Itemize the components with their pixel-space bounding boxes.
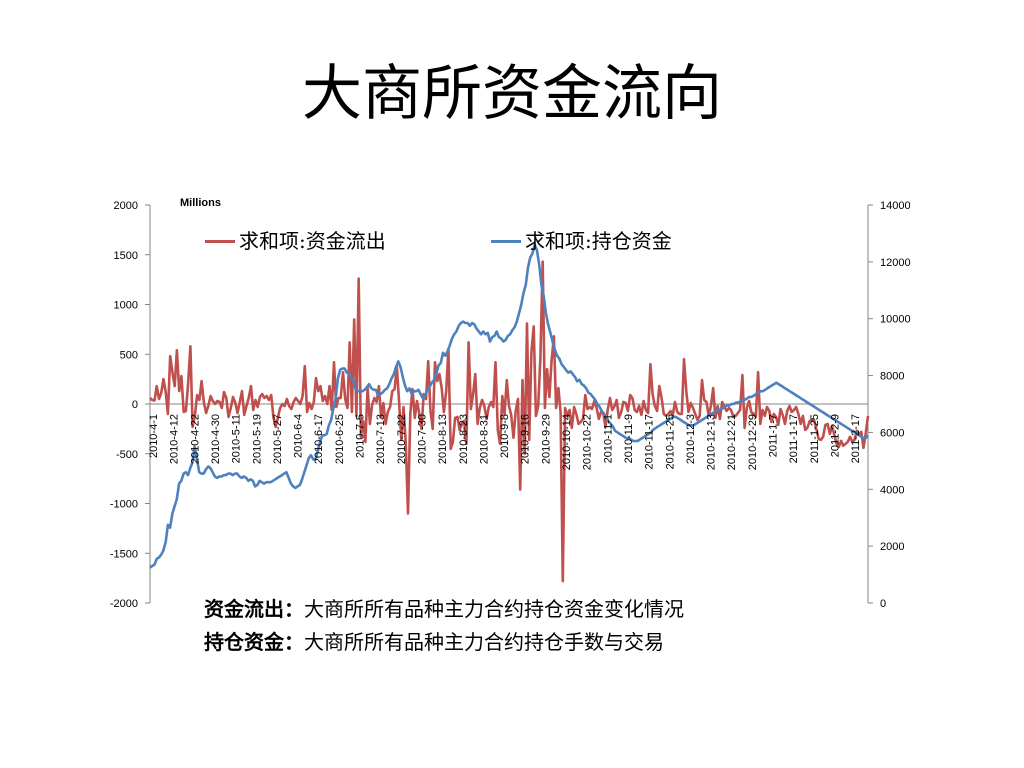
- x-axis-tick-label: 2010-5-11: [231, 414, 243, 463]
- x-axis-tick-label: 2010-11-25: [664, 414, 676, 469]
- x-axis-tick-label: 2010-11-9: [623, 414, 635, 463]
- legend-swatch-outflow: [205, 239, 235, 243]
- x-axis-tick-label: 2010-10-14: [561, 414, 573, 470]
- series-line-position-capital: [149, 243, 870, 569]
- right-axis-tick-label: 4000: [880, 484, 904, 496]
- legend-item-position-capital: 求和项:持仓资金: [491, 226, 672, 256]
- x-axis-tick-label: 2010-6-17: [313, 414, 325, 464]
- x-axis-tick-label: 2010-7-30: [416, 414, 428, 464]
- x-axis-tick-label: 2010-7-22: [396, 414, 408, 464]
- x-axis-tick-label: 2010-7-5: [355, 414, 367, 458]
- x-axis-tick-label: 2010-5-19: [251, 414, 263, 464]
- left-axis-tick-label: 1500: [114, 250, 138, 262]
- x-axis-tick-label: 2010-6-4: [293, 414, 305, 458]
- x-axis-tick-label: 2010-11-1: [602, 414, 614, 463]
- x-axis-tick-label: 2010-8-13: [437, 414, 449, 464]
- right-axis-tick-label: 8000: [880, 371, 904, 383]
- left-axis-tick-label: 2000: [114, 200, 138, 212]
- axis-unit-label: Millions: [180, 197, 221, 209]
- definition-notes: 资金流出：大商所所有品种主力合约持仓资金变化情况 持仓资金：大商所所有品种主力合…: [204, 594, 800, 686]
- x-axis-tick-label: 2010-12-29: [747, 414, 759, 470]
- note-outflow: 资金流出：大商所所有品种主力合约持仓资金变化情况: [204, 594, 800, 624]
- note-text-position-capital: 大商所所有品种主力合约持仓手数与交易: [304, 630, 664, 654]
- x-axis-tick-label: 2011-2-17: [850, 414, 862, 463]
- right-axis-tick-label: 10000: [880, 314, 911, 326]
- left-axis-tick-label: -500: [116, 449, 138, 461]
- legend-label-position-capital: 求和项:持仓资金: [525, 229, 672, 253]
- slide-title: 大商所资金流向: [302, 59, 722, 129]
- x-axis-tick-label: 2010-11-17: [644, 414, 656, 469]
- x-axis-tick-label: 2010-8-23: [458, 414, 470, 464]
- right-axis-tick-label: 6000: [880, 427, 904, 439]
- right-axis-tick-label: 2000: [880, 541, 904, 553]
- x-axis-tick-label: 2010-9-16: [520, 414, 532, 464]
- right-axis-tick-label: 12000: [880, 257, 911, 269]
- legend-item-outflow: 求和项:资金流出: [205, 226, 386, 256]
- right-axis-tick-label: 0: [880, 598, 886, 610]
- note-term-position-capital: 持仓资金：: [204, 630, 304, 654]
- x-axis-tick-label: 2010-6-25: [334, 414, 346, 464]
- x-axis-tick-label: 2011-2-9: [829, 414, 841, 457]
- left-axis-tick-label: 500: [120, 349, 138, 361]
- x-axis-tick-label: 2010-12-3: [685, 414, 697, 464]
- right-axis-tick-label: 14000: [880, 200, 911, 212]
- legend-swatch-position-capital: [491, 239, 521, 243]
- x-axis-tick-label: 2010-8-31: [478, 414, 490, 464]
- x-axis-tick-label: 2010-7-13: [375, 414, 387, 464]
- x-axis-tick-label: 2010-4-12: [169, 414, 181, 464]
- left-axis-tick-label: -2000: [110, 598, 138, 610]
- left-axis-tick-label: -1000: [110, 499, 138, 511]
- x-axis-tick-label: 2010-4-1: [148, 414, 160, 458]
- series-line-outflow: [149, 260, 870, 583]
- x-axis-tick-label: 2011-1-7: [768, 414, 780, 457]
- x-axis-tick-label: 2010-4-22: [189, 414, 201, 464]
- note-position-capital: 持仓资金：大商所所有品种主力合约持仓手数与交易: [204, 627, 800, 657]
- x-axis-tick-label: 2011-1-17: [788, 414, 800, 463]
- x-axis-tick-label: 2010-12-21: [726, 414, 738, 470]
- x-axis-tick-label: 2010-9-8: [499, 414, 511, 458]
- x-axis-tick-label: 2010-9-29: [540, 414, 552, 464]
- left-axis-tick-label: 1000: [114, 300, 138, 312]
- x-axis-tick-label: 2011-1-25: [809, 414, 821, 463]
- x-axis-tick-label: 2010-12-13: [706, 414, 718, 470]
- legend-label-outflow: 求和项:资金流出: [239, 229, 386, 253]
- note-term-outflow: 资金流出：: [204, 597, 304, 621]
- note-text-outflow: 大商所所有品种主力合约持仓资金变化情况: [304, 597, 684, 621]
- x-axis-tick-label: 2010-5-27: [272, 414, 284, 464]
- x-axis-tick-label: 2010-10-22: [582, 414, 594, 470]
- left-axis-tick-label: -1500: [110, 548, 138, 560]
- left-axis-tick-label: 0: [132, 399, 138, 411]
- x-axis-tick-label: 2010-4-30: [210, 414, 222, 464]
